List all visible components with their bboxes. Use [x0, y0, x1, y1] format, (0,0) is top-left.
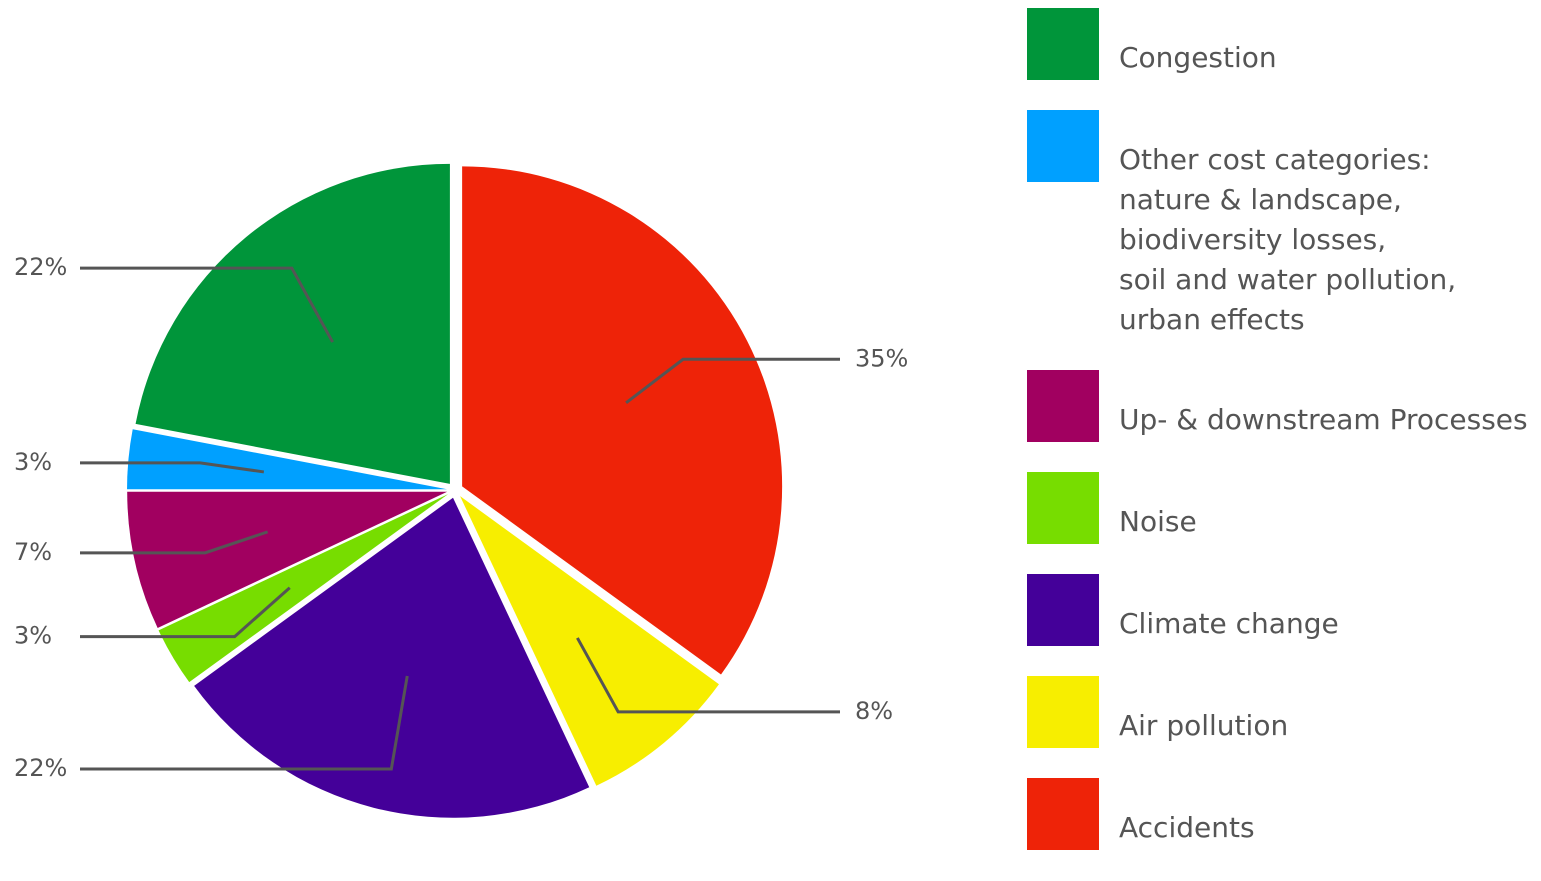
- legend-entry: Up- & downstream Processes: [1027, 370, 1528, 442]
- pie-slice: [135, 163, 450, 484]
- pie-slice: [462, 166, 783, 675]
- legend: Accidents Air pollution Climate change Nois…: [1027, 8, 1528, 880]
- legend-swatch: [1027, 676, 1099, 748]
- legend-label: Congestion: [1119, 41, 1277, 74]
- data-label: 22%: [14, 253, 67, 281]
- data-label: 3%: [14, 448, 52, 476]
- legend-label: Other cost categories: nature & landscap…: [1119, 143, 1457, 336]
- legend-label: Noise: [1119, 505, 1197, 538]
- legend-swatch: [1027, 8, 1099, 80]
- leader-line: [80, 461, 265, 474]
- legend-swatch: [1027, 110, 1099, 182]
- legend-swatch: [1027, 370, 1099, 442]
- legend-swatch: [1027, 472, 1099, 544]
- leader-line: [80, 266, 334, 343]
- legend-label: Up- & downstream Processes: [1119, 403, 1528, 436]
- pie-slice: [127, 429, 448, 490]
- pie-slice: [127, 491, 448, 628]
- data-label: 22%: [14, 754, 67, 782]
- legend-label: Climate change: [1119, 607, 1339, 640]
- pie-area: 35% 8% 22% 3% 7% 3% 22%: [14, 163, 908, 818]
- legend-label: Accidents: [1119, 811, 1255, 844]
- leader-line: [80, 675, 409, 771]
- legend-entry: Congestion: [1027, 8, 1528, 80]
- legend-entry: Climate change: [1027, 574, 1528, 646]
- legend-swatch: [1027, 574, 1099, 646]
- data-label: 35%: [855, 344, 908, 372]
- legend-label: Air pollution: [1119, 709, 1289, 742]
- leader-line: [625, 357, 840, 405]
- legend-entry: Air pollution: [1027, 676, 1528, 748]
- legend-swatch: [1027, 778, 1099, 850]
- data-label: 8%: [855, 697, 893, 725]
- data-label: 3%: [14, 622, 52, 650]
- leader-line: [576, 637, 840, 714]
- legend-entry: Other cost categories: nature & landscap…: [1027, 110, 1528, 340]
- leader-line: [80, 530, 269, 555]
- data-label: 7%: [14, 538, 52, 566]
- legend-entry: Noise: [1027, 472, 1528, 544]
- legend-entry: Accidents: [1027, 778, 1528, 850]
- pie-slice: [194, 497, 590, 818]
- leader-line: [80, 586, 291, 639]
